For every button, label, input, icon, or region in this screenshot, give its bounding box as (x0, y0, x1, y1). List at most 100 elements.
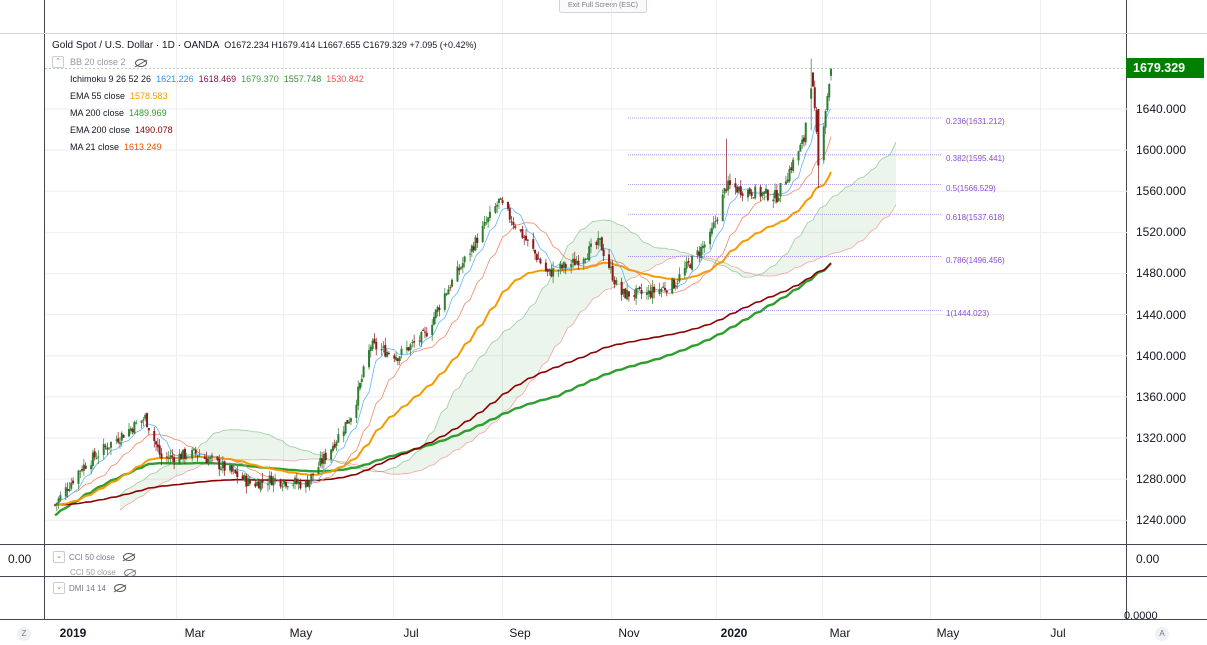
candle-body (299, 481, 302, 489)
candle-body (586, 258, 589, 260)
chevron-down-icon[interactable]: ⌄ (53, 551, 65, 563)
candle-body (788, 168, 791, 181)
time-tick-label: 2020 (720, 626, 748, 640)
time-tick-label: Jul (403, 626, 419, 640)
candle-body (725, 189, 728, 191)
candle-body (196, 455, 199, 457)
candle-body (245, 475, 248, 487)
symbol-name[interactable]: Gold Spot / U.S. Dollar · 1D · OANDA (52, 40, 219, 51)
price-scale-border (1126, 0, 1127, 620)
candle-body (449, 287, 452, 289)
hidden-eye-icon[interactable] (122, 553, 135, 561)
legend-title: Gold Spot / U.S. Dollar · 1D · OANDA O16… (52, 37, 477, 54)
candle-body (645, 292, 648, 295)
candle-body (689, 264, 692, 269)
candle-body (395, 357, 398, 361)
candle-body (714, 220, 717, 222)
candle-body (775, 190, 778, 203)
candle-body (584, 258, 587, 260)
zoom-icon[interactable]: Z (17, 627, 31, 641)
candle-body (561, 264, 564, 269)
candle-body (608, 254, 611, 268)
candle-body (362, 366, 365, 378)
candle-body (483, 221, 486, 226)
price-chart[interactable] (45, 34, 1127, 544)
candle-body (451, 279, 454, 287)
candle-body (570, 264, 573, 267)
auto-scale-icon[interactable]: A (1155, 627, 1169, 641)
fib-level-label: 0.382(1595.441) (946, 153, 1005, 163)
candle-body (173, 457, 176, 463)
indicator-value: 1578.583 (130, 91, 168, 101)
legend-indicator-row[interactable]: MA 200 close 1489.969 (52, 105, 477, 122)
price-tick-label: 1560.000 (1136, 184, 1187, 199)
price-scale[interactable]: 1640.000 1600.000 1560.000 1520.000 1480.000… (1126, 34, 1207, 544)
candle-body (122, 434, 125, 438)
legend-indicator-row[interactable]: MA 21 close 1613.249 (52, 139, 477, 156)
candle-body (120, 433, 123, 441)
legend-indicator-row[interactable]: ⌃ BB 20 close 2 (52, 54, 477, 71)
candle-body (216, 456, 219, 460)
candle-body (127, 429, 130, 437)
hidden-eye-icon[interactable] (134, 58, 147, 67)
candle-body (115, 439, 118, 441)
candle-body (77, 470, 80, 484)
candle-body (564, 264, 567, 269)
candle-body (66, 489, 69, 491)
candle-body (514, 226, 517, 228)
price-tick-label: 1280.000 (1136, 472, 1187, 487)
candle-body (544, 262, 547, 271)
indicator-value: 1490.078 (135, 125, 173, 135)
candle-body (712, 222, 715, 228)
chevron-up-icon[interactable]: ⌃ (52, 56, 64, 68)
ema200-line (55, 262, 832, 506)
grid-line (283, 0, 284, 620)
candle-body (678, 274, 681, 282)
pane-divider[interactable] (0, 544, 1207, 545)
pane-divider[interactable] (0, 576, 1207, 577)
candle-body (519, 229, 522, 231)
candle-body (747, 190, 750, 198)
candle-body (142, 419, 145, 421)
hidden-eye-icon[interactable] (113, 584, 126, 592)
candle-body (523, 236, 526, 238)
grid-line (502, 0, 503, 620)
candle-body (546, 269, 549, 272)
candle-body (447, 289, 450, 295)
candle-body (248, 479, 251, 484)
candle-body (180, 453, 183, 460)
grid-line (393, 0, 394, 620)
candle-body (281, 486, 284, 488)
candle-body (510, 221, 513, 223)
candle-body (589, 243, 592, 247)
candle-body (393, 355, 396, 359)
candle-body (117, 438, 120, 443)
candle-body (106, 447, 109, 450)
candle-body (229, 465, 232, 471)
candle-body (481, 225, 484, 242)
indicator-value: 1679.370 (241, 74, 279, 84)
candle-body (786, 179, 789, 183)
candle-body (171, 455, 174, 457)
candle-body (716, 219, 719, 221)
candle-body (405, 347, 408, 351)
time-tick-label: 2019 (59, 626, 87, 640)
candle-body (93, 451, 96, 458)
ma21-line (54, 136, 832, 506)
legend-indicator-row[interactable]: EMA 200 close 1490.078 (52, 122, 477, 139)
candle-body (741, 193, 744, 196)
candle-body (461, 263, 464, 268)
cci-scale-value: 0.00 (1136, 552, 1160, 566)
candle-body (436, 306, 439, 312)
candle-body (759, 186, 762, 197)
legend-indicator-row[interactable]: EMA 55 close 1578.583 (52, 88, 477, 105)
chevron-down-icon[interactable]: ⌄ (53, 582, 65, 594)
exit-fullscreen-button[interactable]: Exit Full Screen (ESC) (559, 0, 647, 13)
legend-indicator-row[interactable]: Ichimoku 9 26 52 26 1621.226 1618.469 1679.… (52, 71, 477, 88)
last-price-label: 1679.329 (1126, 58, 1204, 78)
time-tick-label: Mar (829, 626, 851, 640)
hidden-eye-icon[interactable] (123, 568, 136, 577)
candle-body (501, 200, 504, 204)
time-axis[interactable]: 2019 Mar May Jul Sep Nov 2020 Mar May Jul (44, 620, 1126, 645)
candle-body (68, 488, 71, 492)
